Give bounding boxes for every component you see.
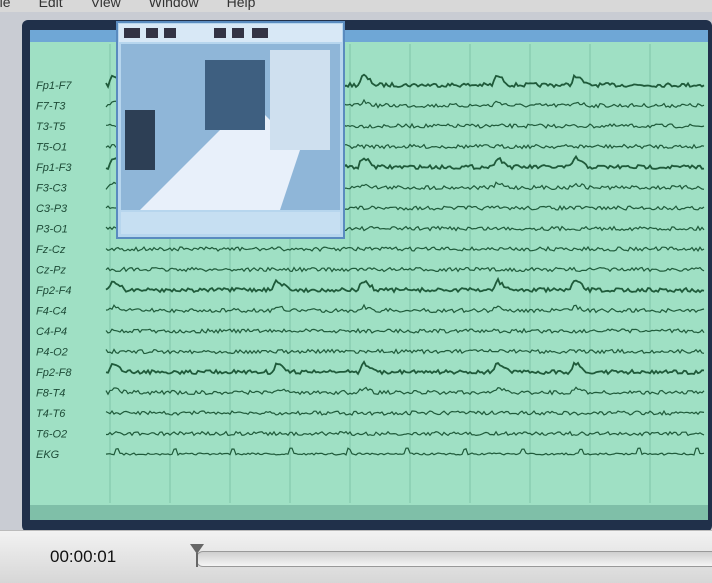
forward-button[interactable] bbox=[252, 28, 268, 38]
channel-label: Cz-Pz bbox=[36, 265, 66, 277]
video-shape bbox=[205, 60, 265, 130]
channel-label: Fz-Cz bbox=[36, 244, 66, 256]
timestamp: 00:00:01 bbox=[50, 547, 116, 567]
channel-label: C3-P3 bbox=[36, 203, 68, 215]
screenshot: File Edit View Window Help Fp1-F7F7-T3T3… bbox=[0, 0, 712, 583]
eeg-monitor: Fp1-F7 F7-T3 T3-T5 T5-O1 Fp1-F3 F3-C3 C3-P3 P3-… bbox=[0, 0, 712, 530]
play-button[interactable] bbox=[232, 28, 244, 38]
channel-label: Fp1-F7 bbox=[36, 80, 72, 92]
video-status bbox=[121, 212, 340, 234]
channel-label: EKG bbox=[36, 449, 60, 461]
back-button[interactable] bbox=[146, 28, 158, 38]
channel-label: Fp1-F3 bbox=[36, 162, 72, 174]
stop-button[interactable] bbox=[214, 28, 226, 38]
channel-label: T6-O2 bbox=[36, 429, 67, 441]
channel-label: F3-C3 bbox=[36, 183, 67, 195]
channel-label: Fp2-F4 bbox=[36, 285, 71, 297]
channel-label: F7-T3 bbox=[36, 101, 66, 113]
channel-label: T4-T6 bbox=[36, 408, 66, 420]
channel-label: Fp2-F8 bbox=[36, 367, 72, 379]
channel-label: T3-T5 bbox=[36, 121, 66, 133]
video-shape bbox=[270, 50, 330, 150]
channel-label: C4-P4 bbox=[36, 326, 67, 338]
rewind-button[interactable] bbox=[124, 28, 140, 38]
channel-label: P3-O1 bbox=[36, 224, 68, 236]
video-window bbox=[117, 22, 344, 238]
seek-track[interactable] bbox=[196, 551, 712, 567]
channel-label: F4-C4 bbox=[36, 306, 67, 318]
channel-label: F8-T4 bbox=[36, 388, 65, 400]
seek-thumb[interactable] bbox=[190, 544, 204, 554]
status-strip bbox=[30, 505, 708, 520]
step-button[interactable] bbox=[164, 28, 176, 38]
seek-stem bbox=[196, 553, 198, 567]
channel-label: T5-O1 bbox=[36, 142, 67, 154]
player-bar: 00:00:01 bbox=[0, 530, 712, 583]
video-shape bbox=[125, 110, 155, 170]
channel-label: P4-O2 bbox=[36, 347, 68, 359]
